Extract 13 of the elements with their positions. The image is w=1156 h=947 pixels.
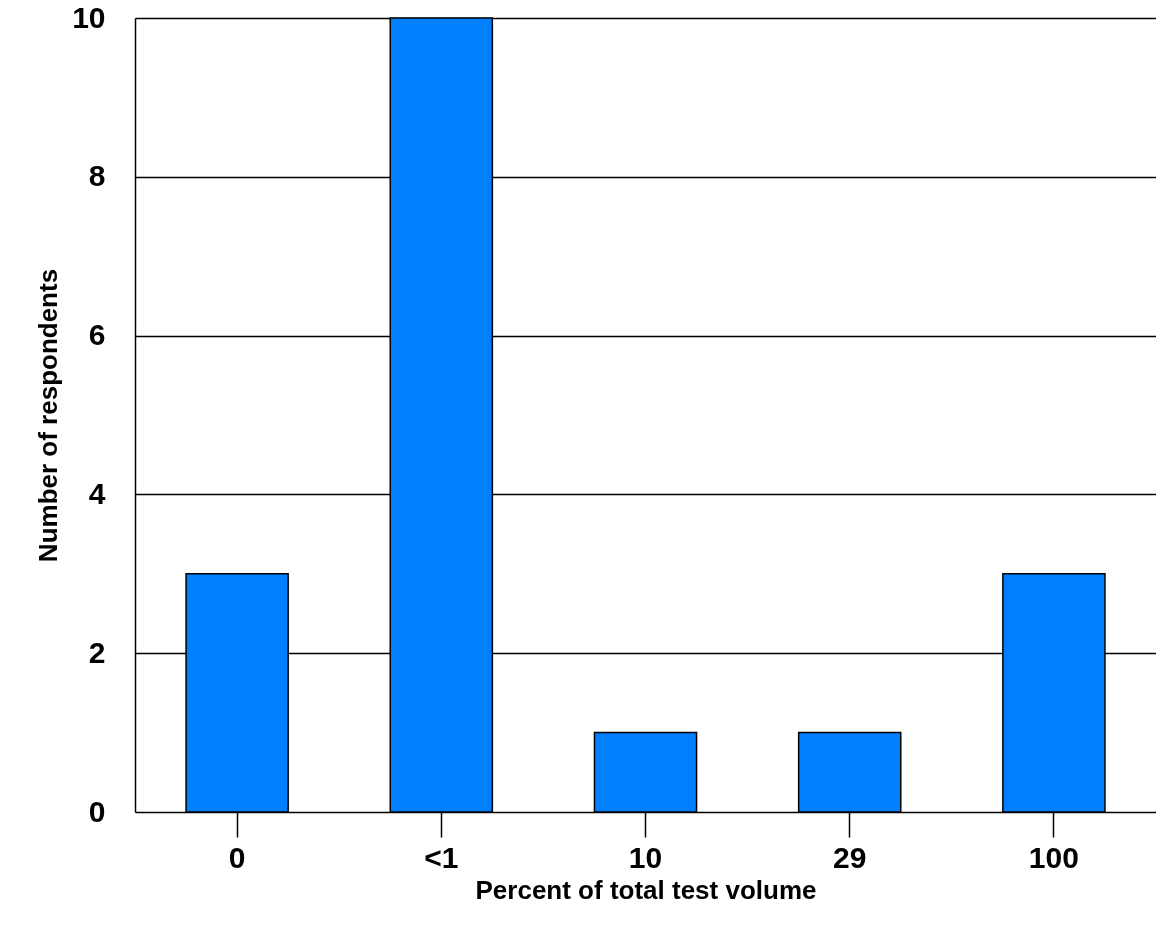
- x-tick-label: 100: [1028, 840, 1079, 874]
- y-tick-label: 0: [88, 794, 106, 828]
- y-tick-label: 8: [88, 159, 106, 193]
- x-axis-title: Percent of total test volume: [475, 874, 817, 905]
- y-axis-title: Number of respondents: [33, 268, 64, 563]
- x-tick-label: 29: [833, 840, 867, 874]
- y-tick-label: 2: [88, 635, 106, 669]
- y-tick-label: 10: [72, 0, 106, 34]
- x-tick-label: <1: [424, 840, 459, 874]
- y-tick-label: 4: [88, 476, 106, 510]
- x-tick-label: 10: [628, 840, 663, 874]
- y-tick-label: 6: [88, 318, 106, 352]
- x-tick-label: 0: [228, 840, 246, 874]
